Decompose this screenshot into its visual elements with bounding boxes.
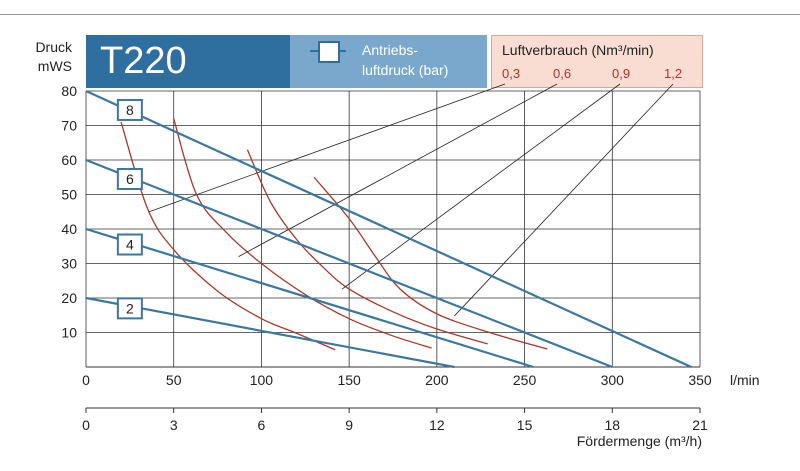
x-tick-label: 0 <box>82 372 90 388</box>
pressure-line-2-bar <box>85 296 455 369</box>
x-tick-label: 100 <box>250 372 274 388</box>
pressure-label-box <box>116 233 143 256</box>
air-legend-value: 0,6 <box>553 66 572 81</box>
air-leader-line <box>454 83 674 317</box>
y-tick-label: 10 <box>61 325 77 341</box>
legend-box-icon <box>318 41 340 63</box>
pressure-label: 8 <box>126 102 134 118</box>
pressure-label-box <box>116 297 143 320</box>
air-leader-line <box>341 83 621 290</box>
y-tick-label: 80 <box>61 83 77 99</box>
x-axis-label: l/min <box>730 372 760 388</box>
secondary-x-tick-label: 12 <box>429 417 445 433</box>
secondary-x-tick-label: 0 <box>82 417 90 433</box>
air-leader-line <box>149 83 506 213</box>
secondary-x-tick-label: 21 <box>692 417 708 433</box>
x-tick-label: 50 <box>166 372 182 388</box>
air-legend-value: 0,9 <box>612 66 631 81</box>
secondary-x-tick-label: 15 <box>517 417 533 433</box>
air-consumption-curve-1-2 <box>313 176 548 350</box>
x-tick-label: 350 <box>688 372 712 388</box>
pressure-line-8-bar <box>85 89 692 369</box>
air-legend-title: Luftverbrauch (Nm³/min) <box>502 42 654 58</box>
legend-pressure-line1: Antriebs- <box>362 42 419 58</box>
top-divider <box>0 14 800 15</box>
secondary-x-tick-label: 18 <box>604 417 620 433</box>
y-axis-label-line1: Druck <box>35 39 72 55</box>
y-tick-label: 50 <box>61 187 77 203</box>
x-tick-label: 150 <box>337 372 361 388</box>
air-consumption-curve-0-9 <box>246 149 488 345</box>
y-axis-label: Druck mWS <box>20 38 72 76</box>
secondary-x-tick-label: 9 <box>345 417 353 433</box>
x-tick-label: 250 <box>513 372 537 388</box>
secondary-x-axis-label: Fördermenge (m³/h) <box>577 433 702 449</box>
secondary-x-tick-label: 3 <box>170 417 178 433</box>
x-tick-label: 200 <box>425 372 449 388</box>
x-tick-label: 300 <box>601 372 625 388</box>
y-tick-label: 30 <box>61 256 77 272</box>
y-tick-label: 60 <box>61 152 77 168</box>
pressure-label: 6 <box>126 171 134 187</box>
legend-pressure-line2: luftdruck (bar) <box>362 62 449 78</box>
air-consumption-curve-0-3 <box>120 121 336 351</box>
air-legend-value: 1,2 <box>664 66 683 81</box>
pressure-label-box <box>116 98 143 121</box>
pressure-line-4-bar <box>85 227 534 369</box>
chart-title: T220 <box>86 35 290 88</box>
pressure-legend: Antriebs- luftdruck (bar) <box>290 35 487 88</box>
y-axis-label-line2: mWS <box>37 58 72 74</box>
pressure-label: 4 <box>126 237 134 253</box>
air-legend-value: 0,3 <box>502 66 521 81</box>
pressure-label-box <box>116 167 143 190</box>
secondary-x-tick-label: 6 <box>258 417 266 433</box>
pressure-label: 2 <box>126 300 134 316</box>
air-consumption-legend: Luftverbrauch (Nm³/min) 0,3 0,6 0,9 1,2 <box>491 35 703 88</box>
y-tick-label: 70 <box>61 118 77 134</box>
y-tick-label: 40 <box>61 221 77 237</box>
air-consumption-curve-0-6 <box>173 118 432 349</box>
air-leader-line <box>238 83 558 257</box>
pressure-line-6-bar <box>85 158 613 369</box>
y-tick-label: 20 <box>61 290 77 306</box>
